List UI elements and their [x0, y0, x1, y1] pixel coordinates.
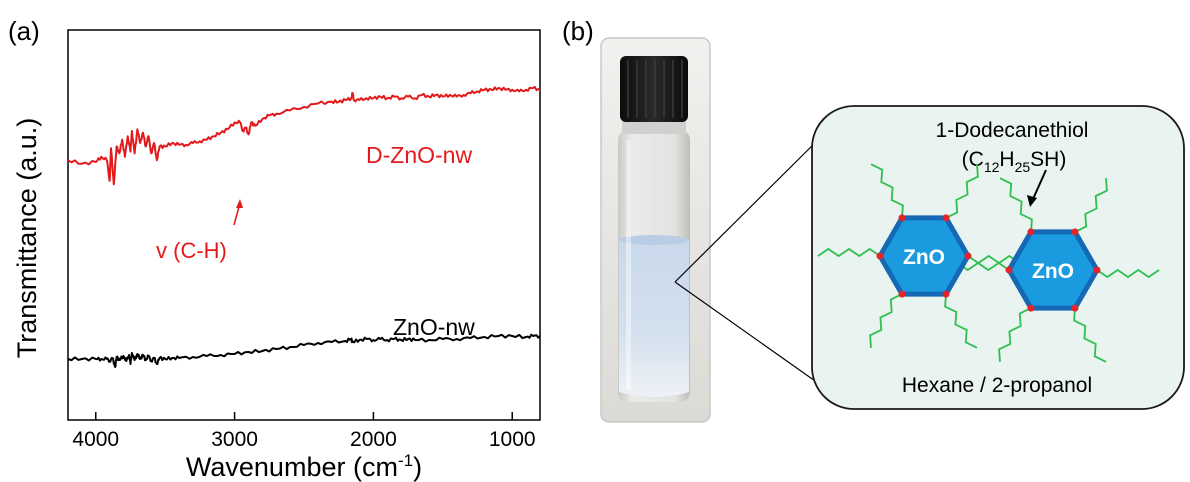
ligand-name: 1-Dodecanethiol	[936, 119, 1089, 142]
x-tick-label: 1000	[489, 428, 536, 451]
ligand-chain	[1073, 308, 1107, 363]
thiol-anchor-dot	[942, 290, 950, 298]
ligand-chain	[1096, 268, 1160, 279]
ligand-chain	[817, 247, 881, 258]
thiol-anchor-dot	[1027, 228, 1035, 236]
ligand-chain	[869, 293, 903, 348]
x-tick-label: 4000	[72, 428, 119, 451]
plot-series	[67, 85, 541, 368]
series-line-zno	[67, 333, 541, 368]
ligand-chain	[999, 177, 1033, 232]
ligand-chain	[944, 294, 978, 349]
ligand-formula: (C12H25SH)	[962, 148, 1067, 175]
thiol-anchor-dot	[1093, 266, 1101, 274]
x-tick-label: 3000	[211, 428, 258, 451]
zno-label: ZnO	[903, 246, 945, 269]
y-axis-label: Transmittance (a.u.)	[12, 118, 42, 359]
x-tick-label: 2000	[350, 428, 397, 451]
thiol-anchor-dot	[1027, 304, 1035, 312]
thiol-anchor-dot	[898, 214, 906, 222]
panel-b-label: (b)	[562, 16, 594, 46]
series-line-dzno	[67, 85, 541, 186]
ligand-chain	[945, 164, 979, 219]
ligand-arrowhead	[1027, 195, 1037, 207]
zno-particles: ZnO ZnO	[876, 214, 1101, 312]
ligand-chain	[870, 163, 904, 218]
schematic-callout	[811, 105, 1185, 410]
vch-arrowhead	[236, 199, 243, 208]
x-axis-ticks	[95, 412, 513, 420]
thiol-anchor-dot	[1005, 266, 1013, 274]
thiol-anchor-dot	[898, 290, 906, 298]
zno-label: ZnO	[1032, 260, 1074, 283]
thiol-anchor-dot	[1071, 304, 1079, 312]
ligand-chain	[998, 307, 1032, 362]
series-label-zno: ZnO-nw	[393, 314, 475, 340]
ligand-arrow	[1032, 169, 1047, 200]
vial-photo	[600, 37, 711, 423]
callout-line-top	[674, 127, 831, 283]
ligand-chains	[817, 163, 1160, 363]
thiol-anchor-dot	[1071, 228, 1079, 236]
solvent-label: Hexane / 2-propanol	[902, 374, 1092, 397]
series-label-dzno: D-ZnO-nw	[366, 142, 472, 168]
panel-a-label: (a)	[8, 16, 40, 46]
thiol-anchor-dot	[942, 214, 950, 222]
plot-frame	[67, 29, 541, 421]
thiol-anchor-dot	[876, 252, 884, 260]
ligand-chain	[1074, 178, 1108, 233]
x-axis-tick-labels: 4000 3000 2000 1000	[72, 428, 535, 451]
thiol-anchor-dot	[964, 252, 972, 260]
x-axis-label: Wavenumber (cm-1)	[186, 451, 422, 482]
vch-annotation: v (C-H)	[156, 238, 227, 263]
